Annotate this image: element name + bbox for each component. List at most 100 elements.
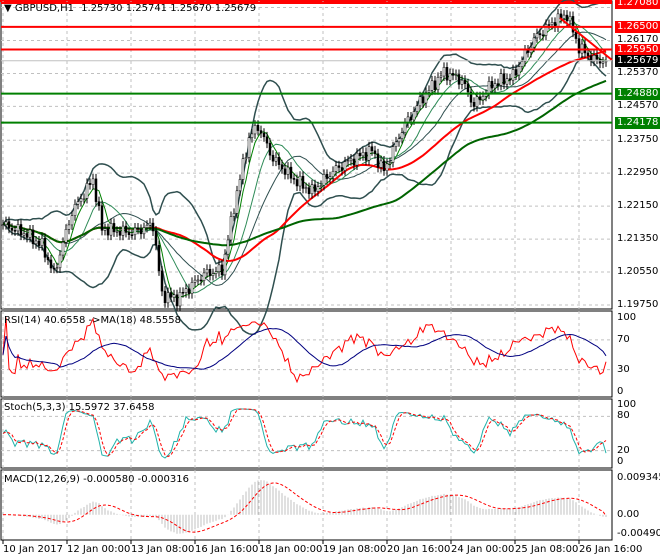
- price-tick: 1.23750: [617, 134, 659, 146]
- candle: [448, 73, 452, 81]
- rsi-label: RSI(14) 40.6558 ->MA(18) 48.5558: [4, 315, 181, 326]
- candle: [451, 73, 455, 76]
- ma-12: [2, 23, 607, 294]
- candle: [586, 52, 590, 56]
- ma-slow: [2, 79, 607, 247]
- candle: [16, 224, 20, 232]
- candle: [28, 229, 32, 238]
- candle: [289, 166, 293, 179]
- candle: [469, 91, 473, 103]
- date-tick: 18 Jan 00:00: [259, 544, 323, 555]
- candle: [505, 78, 509, 85]
- candle: [280, 164, 284, 170]
- candle: [10, 228, 14, 231]
- panel-1: [0, 310, 613, 398]
- candle: [412, 111, 416, 121]
- candle: [187, 288, 191, 294]
- candle: [496, 83, 500, 86]
- candle: [568, 16, 572, 22]
- candle: [226, 239, 230, 255]
- indicator-tick: 100: [617, 399, 637, 410]
- symbol-header[interactable]: ▼ GBPUSD,H1 1.25730 1.25741 1.25670 1.25…: [4, 3, 256, 14]
- candle: [211, 273, 215, 276]
- candle: [223, 253, 227, 276]
- candle: [319, 185, 323, 187]
- candle: [547, 24, 551, 26]
- candle: [190, 282, 194, 294]
- bollinger-upper: [2, 0, 607, 265]
- candle: [265, 136, 269, 144]
- panel-0: [0, 0, 613, 310]
- level-tag: 1.25950: [615, 43, 660, 56]
- candle: [115, 230, 119, 233]
- candle: [67, 224, 71, 230]
- candle: [112, 223, 116, 233]
- candle: [274, 156, 278, 162]
- candle: [43, 237, 47, 258]
- candle: [538, 33, 542, 36]
- candle: [175, 294, 179, 307]
- candle: [64, 228, 68, 243]
- symbol-label: GBPUSD,H1: [14, 3, 74, 14]
- candle: [151, 222, 155, 232]
- candle: [328, 176, 332, 179]
- candle: [169, 292, 173, 298]
- candle: [595, 55, 599, 60]
- candle: [409, 116, 413, 121]
- candle: [460, 79, 464, 85]
- candle: [100, 205, 104, 231]
- candle: [331, 171, 335, 177]
- candle: [166, 292, 170, 304]
- candle: [55, 267, 59, 269]
- ohlc-values: 1.25730 1.25741 1.25670 1.25679: [81, 3, 257, 14]
- candle: [136, 227, 140, 230]
- candle: [544, 24, 548, 36]
- candle: [232, 213, 236, 217]
- candle: [286, 166, 290, 175]
- price-tick: 1.22150: [617, 200, 659, 212]
- candle: [178, 292, 182, 307]
- candle: [268, 142, 272, 156]
- candle: [400, 132, 404, 139]
- candle: [574, 31, 578, 39]
- candle: [454, 74, 458, 76]
- candle: [358, 152, 362, 157]
- candle: [508, 78, 512, 81]
- indicator-tick: -0.004907: [617, 528, 660, 539]
- candle: [601, 61, 605, 64]
- candle: [34, 240, 38, 245]
- candle: [61, 242, 65, 256]
- candle: [37, 240, 41, 246]
- candle: [370, 146, 374, 152]
- candle: [193, 279, 197, 283]
- triangle-down-icon[interactable]: ▼: [4, 3, 12, 14]
- date-tick: 13 Jan 08:00: [131, 544, 195, 555]
- candle: [4, 221, 8, 225]
- candle: [145, 224, 149, 228]
- candle: [109, 223, 113, 236]
- candle: [58, 254, 62, 268]
- candle: [415, 105, 419, 112]
- candle: [517, 66, 521, 76]
- candle: [433, 80, 437, 91]
- candle: [439, 75, 443, 78]
- price-tick: 1.22950: [617, 167, 659, 179]
- candle: [205, 269, 209, 274]
- date-tick: 19 Jan 08:00: [323, 544, 387, 555]
- candle: [322, 174, 326, 186]
- candle: [157, 245, 161, 272]
- candle: [430, 80, 434, 91]
- candle: [52, 267, 56, 270]
- price-tick: 1.19750: [617, 299, 659, 310]
- candle: [475, 96, 479, 107]
- candle: [262, 132, 266, 138]
- date-tick: 10 Jan 2017: [3, 544, 63, 555]
- candle: [19, 224, 23, 236]
- candle: [121, 225, 125, 236]
- candle: [394, 141, 398, 147]
- candle: [511, 69, 515, 81]
- candle: [397, 138, 401, 143]
- candle: [247, 137, 251, 158]
- candle: [253, 124, 257, 135]
- candle: [541, 34, 545, 37]
